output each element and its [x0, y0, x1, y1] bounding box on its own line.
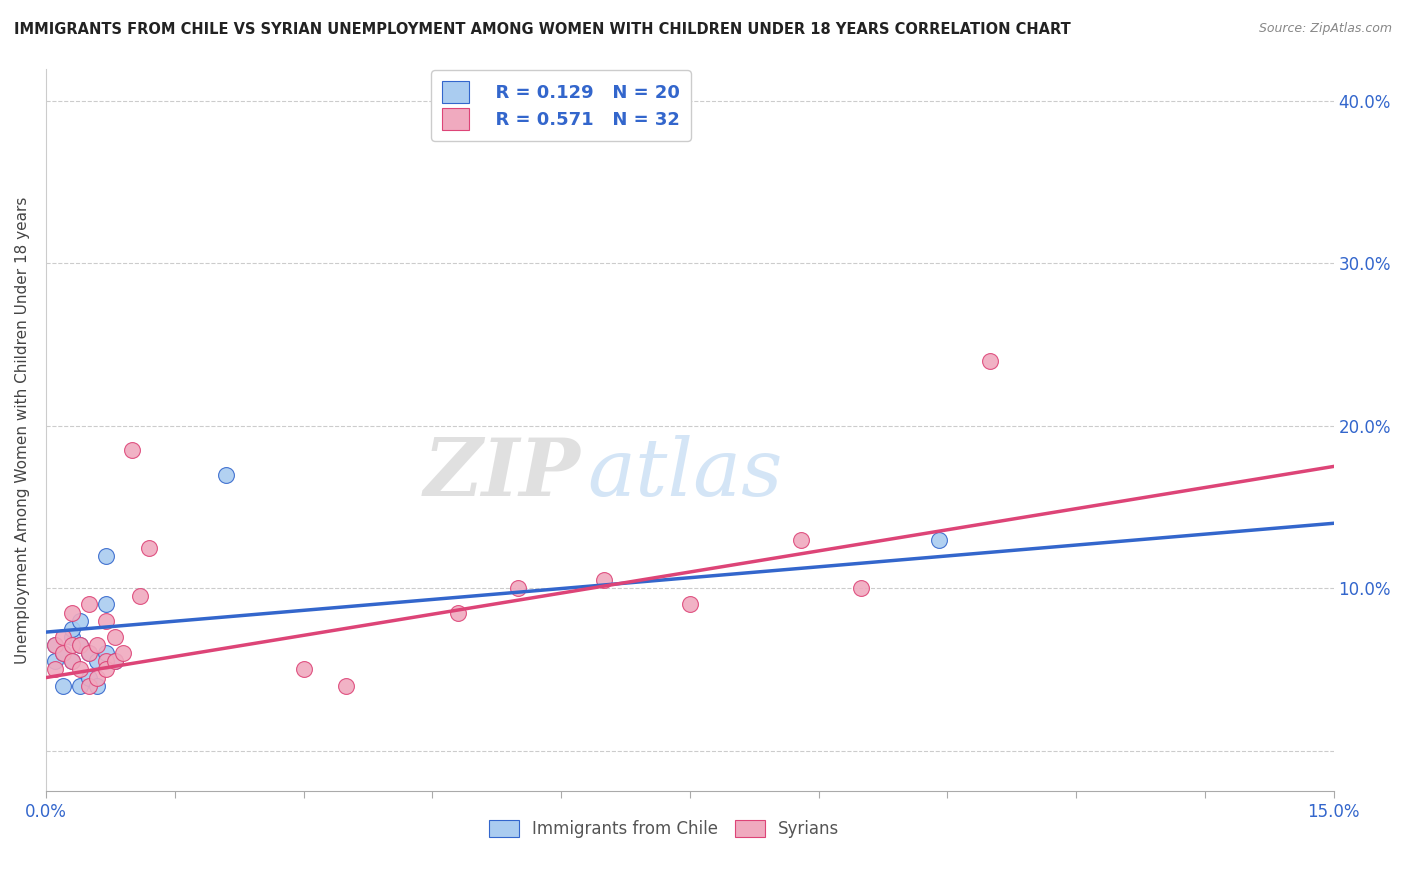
Legend: Immigrants from Chile, Syrians: Immigrants from Chile, Syrians [482, 813, 846, 845]
Point [593, 573, 616, 587]
Point [52, 646, 75, 660]
Point [77, 646, 100, 660]
Point [69, 663, 91, 677]
Point [508, 581, 530, 595]
Point [104, 630, 127, 644]
Point [94, 646, 117, 660]
Point [52, 630, 75, 644]
Point [44, 638, 66, 652]
Point [112, 646, 135, 660]
Point [86, 671, 108, 685]
Point [94, 654, 117, 668]
Point [335, 679, 357, 693]
Text: ZIP: ZIP [423, 434, 581, 512]
Point [94, 598, 117, 612]
Point [44, 654, 66, 668]
Point [104, 654, 127, 668]
Point [60, 654, 83, 668]
Point [69, 638, 91, 652]
Point [94, 663, 117, 677]
Point [138, 541, 160, 555]
Point [215, 467, 238, 482]
Point [86, 638, 108, 652]
Text: IMMIGRANTS FROM CHILE VS SYRIAN UNEMPLOYMENT AMONG WOMEN WITH CHILDREN UNDER 18 : IMMIGRANTS FROM CHILE VS SYRIAN UNEMPLOY… [14, 22, 1071, 37]
Point [790, 533, 813, 547]
Point [60, 654, 83, 668]
Point [69, 638, 91, 652]
Point [69, 614, 91, 628]
Point [447, 606, 470, 620]
Point [44, 638, 66, 652]
Point [851, 581, 873, 595]
Point [44, 663, 66, 677]
Point [104, 654, 127, 668]
Point [86, 654, 108, 668]
Point [86, 679, 108, 693]
Point [52, 679, 75, 693]
Point [129, 590, 152, 604]
Point [77, 646, 100, 660]
Point [52, 646, 75, 660]
Point [60, 622, 83, 636]
Point [60, 630, 83, 644]
Point [928, 533, 950, 547]
Point [77, 679, 100, 693]
Point [77, 598, 100, 612]
Point [94, 549, 117, 563]
Point [94, 614, 117, 628]
Point [69, 679, 91, 693]
Point [292, 663, 315, 677]
Point [679, 598, 702, 612]
Point [121, 443, 143, 458]
Point [979, 354, 1001, 368]
Text: Source: ZipAtlas.com: Source: ZipAtlas.com [1258, 22, 1392, 36]
Point [60, 638, 83, 652]
Text: atlas: atlas [586, 434, 782, 512]
Point [60, 606, 83, 620]
Y-axis label: Unemployment Among Women with Children Under 18 years: Unemployment Among Women with Children U… [15, 196, 30, 664]
Point [77, 671, 100, 685]
